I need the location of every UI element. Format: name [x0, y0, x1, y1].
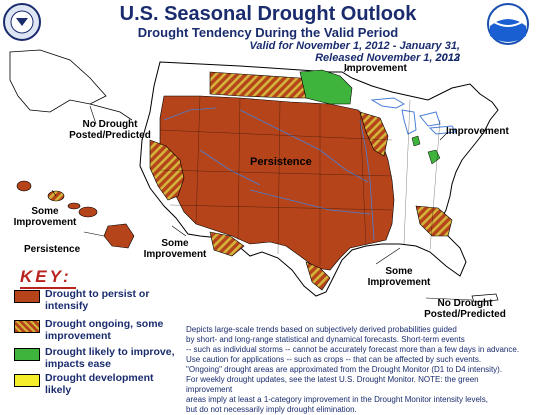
- key-title: KEY:: [20, 267, 76, 289]
- label-improvement-north: Improvement: [344, 63, 407, 74]
- noaa-logo: [487, 3, 529, 45]
- hawaii-big-island: [103, 223, 135, 249]
- some-improvement-gulf: [305, 261, 331, 291]
- hawaii-maui: [78, 206, 98, 218]
- key-item-some-improvement: Drought ongoing, some improvement: [14, 318, 194, 346]
- release-date: Released November 1, 2012: [315, 52, 460, 64]
- leader-lines: [51, 65, 473, 301]
- key-item-improve: Drought likely to improve, impacts ease: [14, 346, 194, 374]
- great-lakes: [370, 97, 457, 135]
- label-persistence-center: Persistence: [250, 156, 312, 168]
- label-some-improvement-southeast: Some Improvement: [367, 266, 431, 288]
- swatch-improve: [14, 348, 40, 361]
- department-of-commerce-seal: [3, 3, 41, 41]
- some-improvement-southwest: [209, 231, 245, 257]
- improvement-north: [299, 69, 353, 105]
- page-title: U.S. Seasonal Drought Outlook: [119, 3, 417, 25]
- improvement-east-small: [411, 135, 421, 147]
- swatch-development: [14, 374, 40, 387]
- label-persistence-hawaii: Persistence: [24, 244, 81, 255]
- alaska: [9, 49, 133, 121]
- label-some-improvement-southwest: Some Improvement: [143, 238, 207, 260]
- swatch-persist: [14, 290, 40, 303]
- puerto-rico: [471, 293, 499, 303]
- label-no-drought-puerto-rico: No Drought Posted/Predicted: [424, 298, 506, 320]
- label-improvement-east: Improvement: [446, 126, 509, 137]
- key-item-development: Drought development likely: [14, 372, 194, 400]
- key-item-persist: Drought to persist or intensify: [14, 288, 194, 316]
- hawaii-kauai: [16, 180, 32, 192]
- disclaimer-text: Depicts large-scale trends based on subj…: [186, 325, 520, 414]
- label-no-drought-alaska: No Drought Posted/Predicted: [69, 119, 151, 141]
- some-improvement-east-central: [359, 111, 389, 157]
- improvement-great-lakes: [427, 149, 441, 165]
- state-lines: [159, 95, 441, 266]
- page-subtitle: Drought Tendency During the Valid Period: [137, 25, 399, 40]
- some-improvement-southeast: [415, 205, 453, 237]
- some-improvement-west: [149, 139, 185, 201]
- valid-period: Valid for November 1, 2012 - January 31,…: [249, 40, 460, 64]
- label-some-improvement-hawaii: Some Improvement: [13, 206, 77, 228]
- swatch-some-improvement: [14, 320, 40, 333]
- hawaii-molokai: [67, 202, 81, 210]
